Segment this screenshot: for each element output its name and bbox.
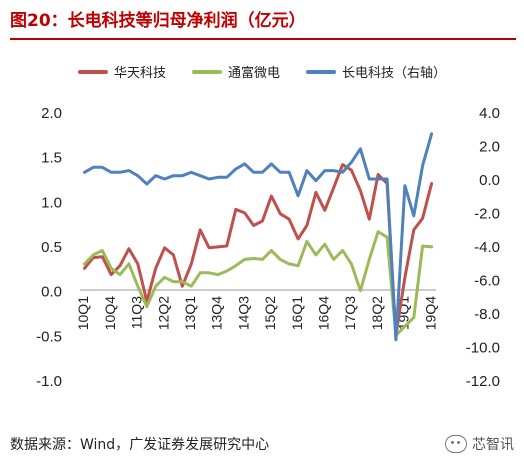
- legend-label-tongfu: 通富微电: [227, 66, 280, 81]
- series-line-2: [83, 132, 434, 342]
- right-axis-tick-label: -12.0: [466, 373, 500, 390]
- right-axis-tick-label: -4.0: [474, 239, 500, 256]
- x-axis-tick-label: 14Q3: [235, 296, 251, 330]
- right-axis-tick-label: -8.0: [474, 306, 500, 323]
- legend-swatch-tongfu: [191, 69, 222, 74]
- x-axis-tick-label: 18Q2: [369, 296, 385, 330]
- wechat-icon: [445, 435, 467, 453]
- right-axis-tick-label: 2.0: [479, 139, 500, 156]
- x-axis-tick-label: 13Q4: [209, 296, 225, 330]
- title-divider: [10, 38, 516, 40]
- x-axis-tick-label: 19Q4: [422, 296, 438, 330]
- watermark: 芯智讯: [445, 434, 514, 454]
- x-axis-tick-label: 10Q4: [102, 296, 118, 330]
- left-axis-tick-label: 2.0: [41, 105, 62, 122]
- legend-item-changdian: 长电科技（右轴）: [306, 62, 446, 81]
- left-axis-tick-label: 0.5: [41, 239, 62, 256]
- series-line-0: [83, 163, 434, 337]
- chart-title: 图20：长电科技等归母净利润（亿元）: [10, 11, 306, 31]
- right-axis-tick-label: -6.0: [474, 273, 500, 290]
- left-axis-tick-label: 0.0: [41, 284, 62, 301]
- legend-swatch-changdian: [306, 69, 336, 74]
- x-axis-tick-label: 13Q1: [182, 296, 198, 330]
- right-axis-tick-label: 4.0: [479, 105, 500, 122]
- left-axis-tick-label: 1.0: [41, 194, 62, 211]
- watermark-label: 芯智讯: [472, 437, 514, 453]
- legend-swatch-huatian: [77, 69, 108, 74]
- x-axis-tick-label: 11Q3: [129, 296, 145, 329]
- source-note: 数据来源：Wind，广发证券发展研究中心: [10, 437, 270, 453]
- legend-item-huatian: 华天科技: [77, 62, 166, 81]
- x-axis-tick-label: 17Q3: [342, 296, 358, 330]
- x-axis-tick-label: 12Q2: [155, 296, 171, 330]
- chart-legend: 华天科技 通富微电 长电科技（右轴）: [0, 62, 524, 81]
- left-axis-tick-label: -0.5: [36, 328, 62, 345]
- right-axis-tick-label: -10.0: [466, 340, 500, 357]
- series-line-1: [83, 230, 434, 337]
- x-axis-tick-label: 15Q2: [262, 296, 278, 330]
- left-axis-tick-label: 1.5: [41, 150, 62, 167]
- x-axis-tick-label: 16Q1: [289, 296, 305, 330]
- legend-item-tongfu: 通富微电: [191, 62, 280, 81]
- x-axis-tick-label: 10Q1: [75, 296, 91, 330]
- legend-label-changdian: 长电科技（右轴）: [342, 66, 447, 81]
- right-axis-tick-label: -2.0: [474, 206, 500, 223]
- x-axis-tick-label: 16Q4: [315, 296, 331, 330]
- right-axis-tick-label: 0.0: [479, 172, 500, 189]
- left-axis-tick-label: -1.0: [36, 373, 62, 390]
- legend-label-huatian: 华天科技: [113, 66, 166, 81]
